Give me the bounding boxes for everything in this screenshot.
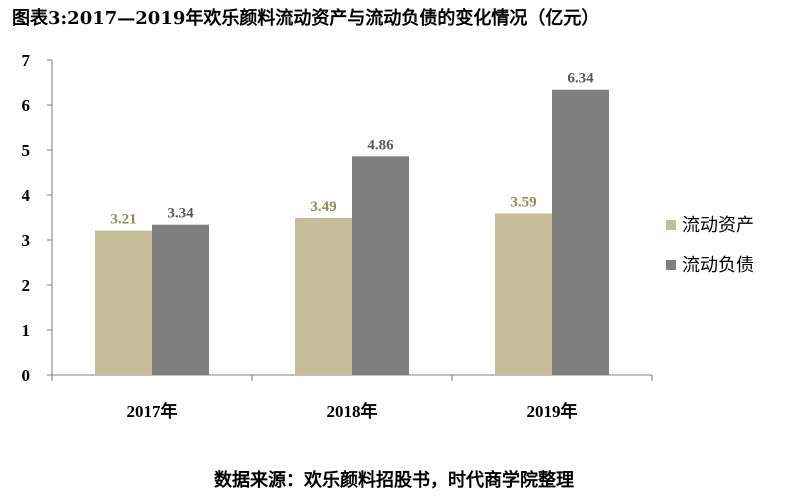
y-tick-label: 4	[22, 186, 31, 205]
bar-current-assets	[295, 217, 352, 375]
legend-label: 流动资产	[682, 215, 754, 236]
y-tick-label: 7	[22, 51, 31, 70]
legend-label: 流动负债	[682, 255, 754, 276]
data-label: 3.59	[510, 194, 536, 210]
data-label: 3.34	[167, 206, 194, 222]
data-label: 3.21	[110, 212, 136, 228]
bar-current-assets	[495, 213, 552, 375]
legend-swatch	[666, 220, 676, 230]
y-axis: 0 1 2 3 4 5 6 7	[22, 51, 53, 385]
chart-title: 图表3:2017—2019年欢乐颜料流动资产与流动负债的变化情况（亿元）	[12, 8, 600, 29]
y-tick-label: 5	[22, 141, 31, 160]
x-axis: 2017年 2018年 2019年	[51, 374, 653, 421]
bar-current-liabilities	[152, 224, 209, 375]
x-tick-label: 2017年	[127, 401, 178, 421]
y-tick-label: 3	[22, 231, 31, 250]
y-tick-label: 6	[22, 96, 31, 115]
y-tick-label: 1	[22, 321, 31, 340]
y-tick-label: 2	[22, 276, 31, 295]
source-note: 数据来源：欢乐颜料招股书，时代商学院整理	[214, 470, 574, 491]
bar-current-assets	[95, 230, 152, 375]
x-tick-label: 2018年	[327, 401, 378, 421]
bars: 3.21 3.34 3.49 4.86 3.59 6.34	[95, 71, 609, 375]
data-label: 4.86	[367, 137, 394, 153]
bar-current-liabilities	[352, 156, 409, 375]
data-label: 6.34	[567, 71, 594, 87]
legend-swatch	[666, 260, 676, 270]
data-label: 3.49	[310, 199, 336, 215]
x-tick-label: 2019年	[527, 401, 578, 421]
bar-current-liabilities	[552, 89, 609, 375]
y-tick-label: 0	[22, 366, 31, 385]
